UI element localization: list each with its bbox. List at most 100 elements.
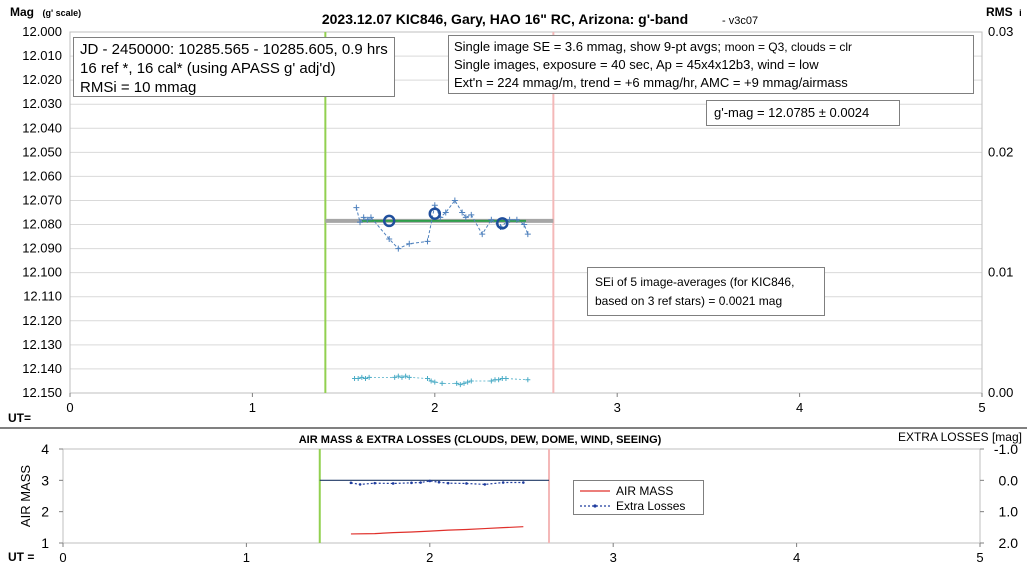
info-line-rmsi: RMSi = 10 mmag <box>80 79 197 96</box>
legend-item-air-mass: AIR MASS <box>578 483 699 498</box>
single-image-point <box>462 214 469 221</box>
extra-losses-point <box>373 481 377 485</box>
single-image-point <box>521 221 528 228</box>
single-image-point <box>459 209 466 216</box>
legend-swatch-air-mass <box>580 489 610 492</box>
rms-point <box>432 379 438 385</box>
extra-losses-line <box>350 480 524 486</box>
bottom-plot-area <box>62 448 981 544</box>
extra-losses-point <box>349 481 353 485</box>
bottom-y2-tick-label: -1.0 <box>994 441 1018 457</box>
rms-point <box>457 382 463 388</box>
rms-point <box>395 373 401 379</box>
top-x-tick-label: 2 <box>431 400 438 415</box>
bottom-y-tick-label: 4 <box>41 441 49 457</box>
top-y-tick-label: 12.120 <box>22 313 62 328</box>
extra-losses-point <box>465 482 468 485</box>
bottom-x-tick-label: 0 <box>59 550 66 565</box>
stats-line-se: Single image SE = 3.6 mmag, show 9-pt av… <box>454 38 968 56</box>
top-x-tick-label: 4 <box>796 400 803 415</box>
top-y2-tick-label: 0.02 <box>988 144 1013 159</box>
top-y-tick-label: 12.030 <box>22 96 62 111</box>
top-y2-tick-label: 0.00 <box>988 385 1013 400</box>
top-x-tick-label: 3 <box>614 400 621 415</box>
top-y-tick-label: 12.020 <box>22 72 62 87</box>
rms-point <box>468 378 474 384</box>
bottom-y2-tick-label: 2.0 <box>999 535 1019 551</box>
mag-result-box: g'-mag = 12.0785 ± 0.0024 <box>706 100 900 126</box>
bottom-legend: AIR MASS Extra Losses <box>573 480 704 515</box>
top-y-tick-label: 12.040 <box>22 120 62 135</box>
bottom-y2-tick-label: 0.0 <box>999 472 1019 488</box>
info-line-jd: JD - 2450000: 10285.565 - 10285.605, 0.9… <box>80 41 388 58</box>
rms-point <box>496 377 502 383</box>
stats-line-se-main: Single image SE = 3.6 mmag, show 9-pt av… <box>454 39 725 54</box>
top-y-tick-label: 12.060 <box>22 168 62 183</box>
average-point <box>428 207 442 220</box>
rms-point <box>359 374 365 380</box>
top-chart-title: 2023.12.07 KIC846, Gary, HAO 16" RC, Ari… <box>322 11 688 27</box>
single-image-point <box>395 245 402 252</box>
top-y-tick-label: 12.130 <box>22 337 62 352</box>
bottom-x-tick-label: 5 <box>976 550 983 565</box>
bottom-x-label: UT = <box>8 550 34 564</box>
single-image-point <box>386 235 393 242</box>
sei-box: SEi of 5 image-averages (for KIC846, bas… <box>587 267 825 316</box>
bottom-y-right-label: EXTRA LOSSES [mag] <box>898 430 1022 444</box>
bottom-y-tick-label: 1 <box>41 535 49 551</box>
top-y-tick-label: 12.110 <box>23 289 62 304</box>
top-y-tick-label: 12.080 <box>22 217 62 232</box>
extra-losses-point <box>437 480 441 484</box>
rms-point <box>525 377 531 383</box>
top-y-tick-label: 12.150 <box>22 385 62 400</box>
rms-point <box>439 380 445 386</box>
top-y-tick-label: 12.000 <box>22 24 62 39</box>
average-point <box>382 214 396 228</box>
legend-label-air-mass: AIR MASS <box>616 483 674 498</box>
single-image-point <box>488 216 495 223</box>
rms-point <box>366 374 372 380</box>
single-image-point <box>431 202 438 209</box>
bottom-y-tick-label: 3 <box>41 472 49 488</box>
bottom-x-tick-label: 2 <box>426 550 433 565</box>
extra-losses-point <box>501 481 505 484</box>
top-y-tick-label: 12.050 <box>22 144 62 159</box>
bottom-chart-title: AIR MASS & EXTRA LOSSES (CLOUDS, DEW, DO… <box>299 434 662 446</box>
rms-point <box>503 376 509 382</box>
top-x-tick-label: 5 <box>978 400 985 415</box>
top-x-tick-label: 0 <box>66 400 73 415</box>
extra-losses-point <box>391 482 395 485</box>
single-image-point <box>506 216 513 223</box>
single-image-point <box>451 197 458 204</box>
rms-point <box>399 374 405 380</box>
average-point <box>496 217 509 230</box>
extra-losses-point <box>483 483 487 486</box>
rms-point <box>425 376 431 382</box>
single-image-point <box>367 214 374 221</box>
bottom-y2-tick-label: 1.0 <box>999 504 1019 520</box>
bottom-x-tick-label: 1 <box>243 550 250 565</box>
bottom-x-tick-label: 3 <box>610 550 617 565</box>
info-box: JD - 2450000: 10285.565 - 10285.605, 0.9… <box>73 37 395 97</box>
top-y-tick-label: 12.010 <box>22 48 62 63</box>
top-y-tick-label: 12.100 <box>22 265 62 280</box>
extra-losses-point <box>419 481 422 484</box>
single-image-point <box>406 240 413 247</box>
single-image-point <box>364 216 371 223</box>
single-image-point <box>468 211 475 218</box>
stats-line-exposure: Single images, exposure = 40 sec, Ap = 4… <box>454 57 819 72</box>
rms-point <box>355 376 361 382</box>
single-image-point <box>357 219 364 226</box>
rms-point <box>428 378 434 384</box>
air-mass-line <box>350 526 524 535</box>
extra-losses-point <box>410 481 413 485</box>
top-y-tick-label: 12.070 <box>22 192 62 207</box>
top-y2-tick-label: 0.03 <box>988 24 1013 39</box>
top-plot-area <box>69 31 983 394</box>
bottom-y-left-label: AIR MASS <box>18 465 33 527</box>
y-left-label-main: Mag <box>10 5 34 19</box>
single-image-point <box>424 238 431 245</box>
single-image-point <box>360 214 367 221</box>
top-x-tick-label: 1 <box>249 400 256 415</box>
bottom-x-tick-label: 4 <box>793 550 800 565</box>
